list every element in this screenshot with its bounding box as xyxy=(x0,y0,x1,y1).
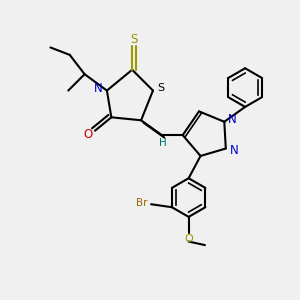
Text: O: O xyxy=(184,234,193,244)
Text: S: S xyxy=(130,33,138,46)
Text: N: N xyxy=(228,113,237,126)
Text: O: O xyxy=(84,128,93,141)
Text: Br: Br xyxy=(136,198,148,208)
Text: S: S xyxy=(158,83,165,93)
Text: N: N xyxy=(230,143,239,157)
Text: N: N xyxy=(94,82,103,95)
Text: H: H xyxy=(160,139,167,148)
